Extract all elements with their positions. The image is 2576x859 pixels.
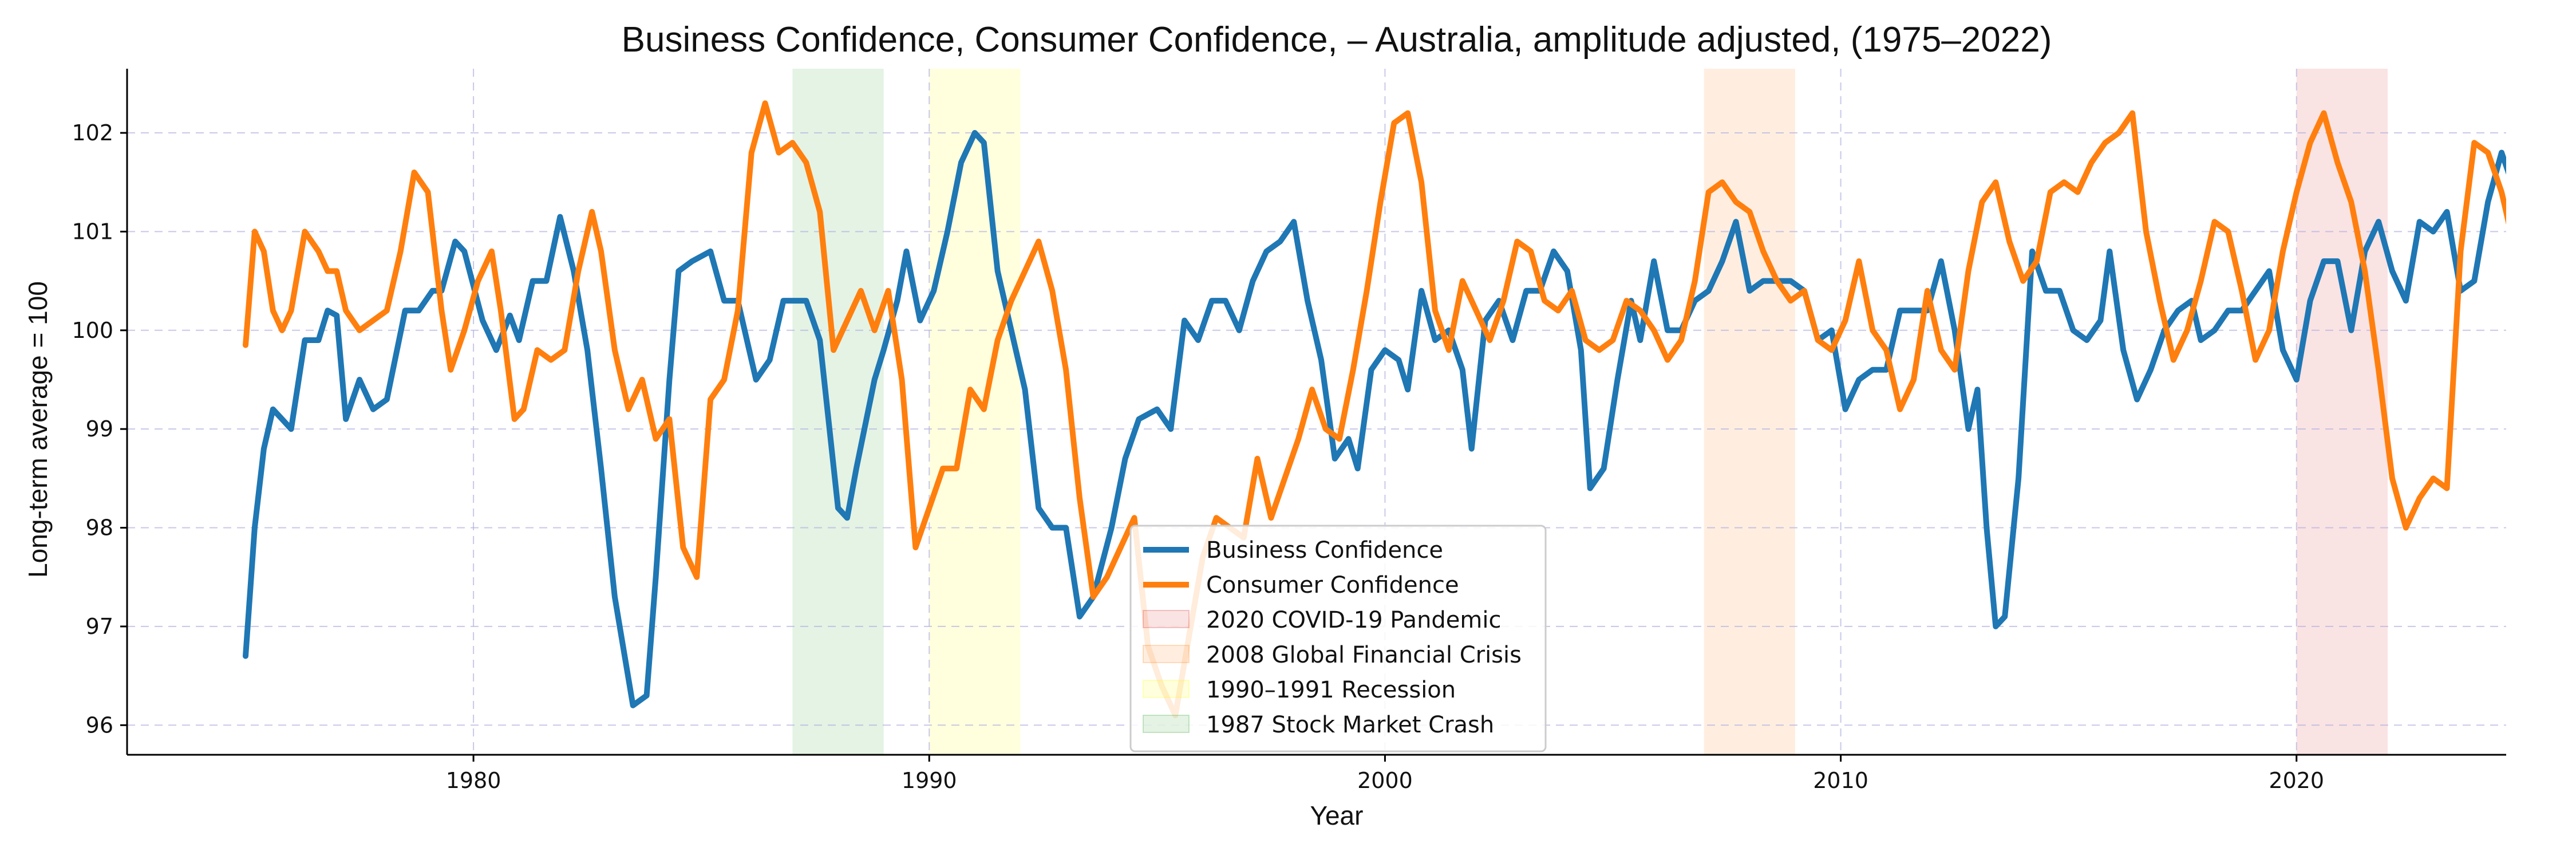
y-tick-label-4: 100 — [72, 318, 113, 343]
legend-swatch-3 — [1143, 645, 1190, 663]
series-line-1 — [243, 100, 2506, 719]
y-tick-label-3: 99 — [86, 416, 113, 442]
y-tick-label-1: 97 — [86, 614, 113, 639]
y-tick-label-6: 102 — [72, 120, 113, 145]
legend-swatch-4 — [1143, 680, 1190, 698]
legend-label-4: 1990–1991 Recession — [1206, 677, 1456, 703]
shaded-region-2 — [929, 69, 1021, 755]
x-tick-label-4: 2020 — [2269, 768, 2324, 793]
legend: Business Confidence Consumer Confidence 20… — [1129, 525, 1547, 752]
legend-swatch-2 — [1143, 610, 1190, 628]
legend-box — [1129, 525, 1547, 752]
legend-label-5: 1987 Stock Market Crash — [1206, 712, 1494, 738]
legend-label-0: Business Confidence — [1206, 537, 1443, 564]
legend-label-1: Consumer Confidence — [1206, 572, 1459, 598]
y-tick-label-2: 98 — [86, 515, 113, 541]
x-tick-label-3: 2010 — [1813, 768, 1868, 793]
y-axis-label: Long-term average = 100 — [23, 281, 53, 578]
y-tick-label-5: 101 — [72, 219, 113, 244]
chart-title: Business Confidence, Consumer Confidence… — [622, 20, 2052, 60]
legend-label-2: 2020 COVID-19 Pandemic — [1206, 607, 1502, 633]
series-line-0 — [243, 130, 2506, 708]
legend-swatch-5 — [1143, 715, 1190, 733]
y-tick-label-0: 96 — [86, 712, 113, 738]
shaded-region-1 — [1704, 69, 1795, 755]
x-tick-label-2: 2000 — [1357, 768, 1413, 793]
legend-label-3: 2008 Global Financial Crisis — [1206, 642, 1522, 668]
x-tick-label-1: 1990 — [902, 768, 957, 793]
x-axis-label: Year — [1310, 801, 1364, 830]
x-tick-label-0: 1980 — [446, 768, 501, 793]
